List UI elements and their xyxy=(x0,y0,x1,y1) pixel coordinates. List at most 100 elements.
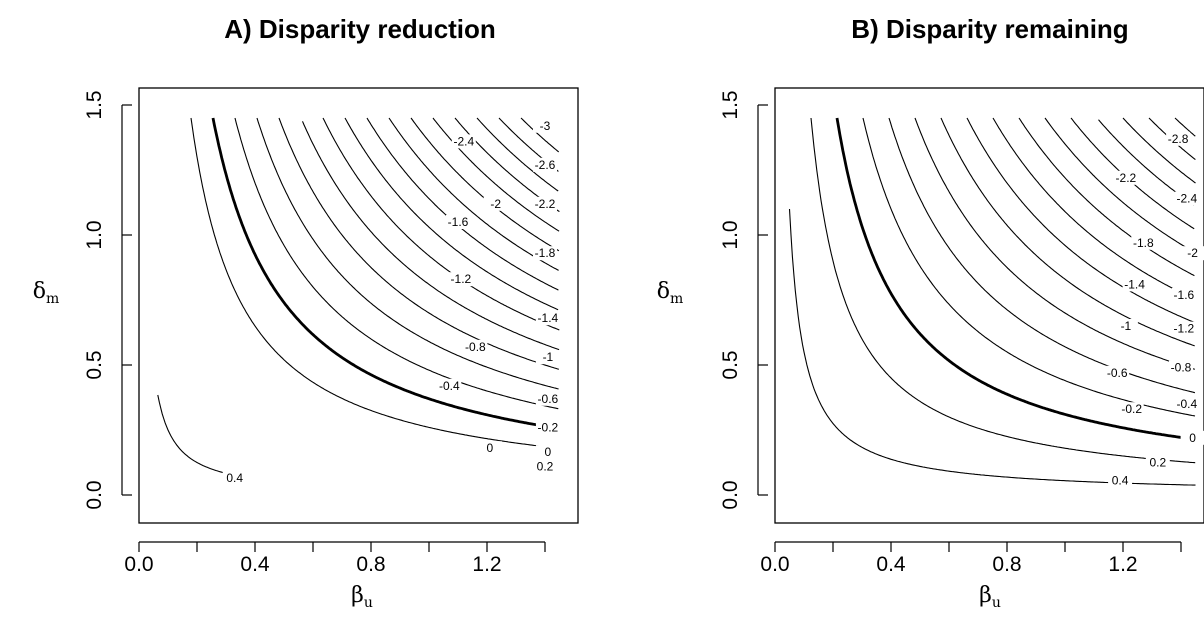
chart-title: B) Disparity remaining xyxy=(851,14,1128,44)
contour-line--2.4 xyxy=(476,117,559,192)
contour-label: 0.4 xyxy=(226,471,243,485)
contour-label-bg xyxy=(1108,473,1133,488)
contour-label-bg xyxy=(1171,321,1196,336)
y-axis-label-sub: m xyxy=(670,291,683,307)
contour-label: -3 xyxy=(540,119,551,133)
contour-label-bg xyxy=(533,118,557,133)
contour-label: -0.8 xyxy=(465,340,486,354)
contour-line--1.2 xyxy=(992,117,1195,300)
contour-label-bg xyxy=(437,378,462,393)
y-axis-label: δm xyxy=(657,279,684,307)
contour-label: -1.8 xyxy=(535,246,556,260)
contour-label-bg xyxy=(535,350,560,365)
y-tick-label: 1.0 xyxy=(719,220,742,249)
contour-line--3 xyxy=(520,117,560,153)
contour-label-bg xyxy=(1174,397,1199,411)
contour-line--1.6 xyxy=(388,117,559,271)
contour-label: -2.8 xyxy=(1168,132,1189,146)
contour-line--1.4 xyxy=(366,117,559,291)
contour-label: -0.6 xyxy=(538,392,559,406)
contour-label: -1 xyxy=(1121,319,1132,333)
contour-label-bg xyxy=(1145,455,1170,470)
contour-label-bg xyxy=(535,445,560,460)
contour-line-0.2 xyxy=(190,117,560,449)
y-tick-label: 1.5 xyxy=(719,90,742,119)
y-tick-label: 0.5 xyxy=(719,350,742,379)
y-tick-label: 1.0 xyxy=(83,220,106,249)
contour-label-bg xyxy=(1166,131,1191,146)
y-axis-label: δm xyxy=(33,279,60,307)
contour-label: -2.6 xyxy=(535,158,556,172)
contour-label-bg xyxy=(1180,246,1204,261)
contour-label-bg xyxy=(483,196,508,211)
panel-a: A) Disparity reduction 0.0 0.4 0.8 1.2 0.0 0.5… xyxy=(33,14,579,611)
contour-label: -1 xyxy=(543,350,554,364)
contour-label-bg xyxy=(535,391,560,406)
y-tick-label: 0.5 xyxy=(83,350,106,379)
chart-title: A) Disparity reduction xyxy=(224,14,496,44)
contour-line--0.4 xyxy=(256,117,559,390)
contour-label: -2.4 xyxy=(1176,192,1197,206)
contour-label-bg xyxy=(535,420,560,435)
contour-line--0.6 xyxy=(914,117,1195,370)
contour-label: 0.2 xyxy=(537,459,554,473)
contour-line-0.4 xyxy=(157,394,228,475)
contour-label: -1.2 xyxy=(1174,322,1195,336)
contour-label: 0.4 xyxy=(1112,474,1129,488)
contour-label: -1.6 xyxy=(448,215,469,229)
contour-label-bg xyxy=(1180,430,1204,445)
contour-label: -0.6 xyxy=(1107,366,1128,380)
contour-label-bg xyxy=(1131,235,1156,250)
contour-label: 0 xyxy=(545,445,552,459)
contour-line--1.4 xyxy=(1018,117,1195,277)
contour-line--2.8 xyxy=(1174,117,1196,137)
contour-line--1.2 xyxy=(344,117,559,311)
contour-label: -2.4 xyxy=(453,134,474,148)
contour-label-bg xyxy=(446,215,470,229)
contour-label: 0 xyxy=(487,441,494,455)
contour-label-bg xyxy=(533,459,557,474)
contour-label-bg xyxy=(222,471,247,486)
contour-label-bg xyxy=(1169,360,1193,375)
contour-line--0.8 xyxy=(301,121,560,351)
contour-label: -0.4 xyxy=(1176,397,1197,411)
x-tick-label: 0.4 xyxy=(240,553,270,576)
contour-label-bg xyxy=(1113,319,1138,333)
contour-label: 0 xyxy=(1189,431,1196,445)
contour-line--1 xyxy=(966,117,1195,324)
contour-label: -1.4 xyxy=(538,311,559,325)
contour-line-0.4 xyxy=(788,208,1196,486)
plot-frame xyxy=(138,87,579,524)
x-axis-label: βu xyxy=(351,583,373,611)
x-tick-label: 0.4 xyxy=(876,553,906,576)
contour-label-bg xyxy=(1113,170,1138,185)
contour-label: -0.2 xyxy=(538,420,559,434)
contour-line--0.2 xyxy=(234,117,559,410)
x-axis-label-sub: u xyxy=(992,595,1001,611)
y-tick-label: 1.5 xyxy=(83,90,106,119)
panel-b: B) Disparity remaining 0.0 0.4 0.8 1.2 0.0 0.5… xyxy=(657,14,1204,611)
contour-label: -0.2 xyxy=(1121,402,1142,416)
contour-label: -1.4 xyxy=(1124,277,1145,291)
contour-label-bg xyxy=(463,339,488,354)
contour-label-bg xyxy=(451,134,476,149)
x-tick-label: 0.0 xyxy=(760,553,789,576)
contour-line-0.2 xyxy=(810,117,1196,464)
contour-label-bg xyxy=(477,441,502,456)
x-tick-label: 0.8 xyxy=(356,553,385,576)
x-tick-label: 0.8 xyxy=(992,553,1021,576)
contour-line--0.6 xyxy=(278,117,559,370)
contour-label-bg xyxy=(448,272,473,287)
contour-label: -1.2 xyxy=(451,272,472,286)
contour-label: -0.8 xyxy=(1171,361,1192,375)
x-tick-label: 0.0 xyxy=(124,553,153,576)
contour-line--0.2 xyxy=(862,117,1196,417)
y-tick-label: 0.0 xyxy=(719,480,742,509)
contour-label-bg xyxy=(535,311,560,326)
contour-line--2.2 xyxy=(1122,117,1196,184)
contour-label-bg xyxy=(533,196,557,211)
contour-label: -2 xyxy=(1187,246,1198,260)
contour-label-bg xyxy=(1119,402,1144,417)
contour-label-bg xyxy=(533,157,557,172)
